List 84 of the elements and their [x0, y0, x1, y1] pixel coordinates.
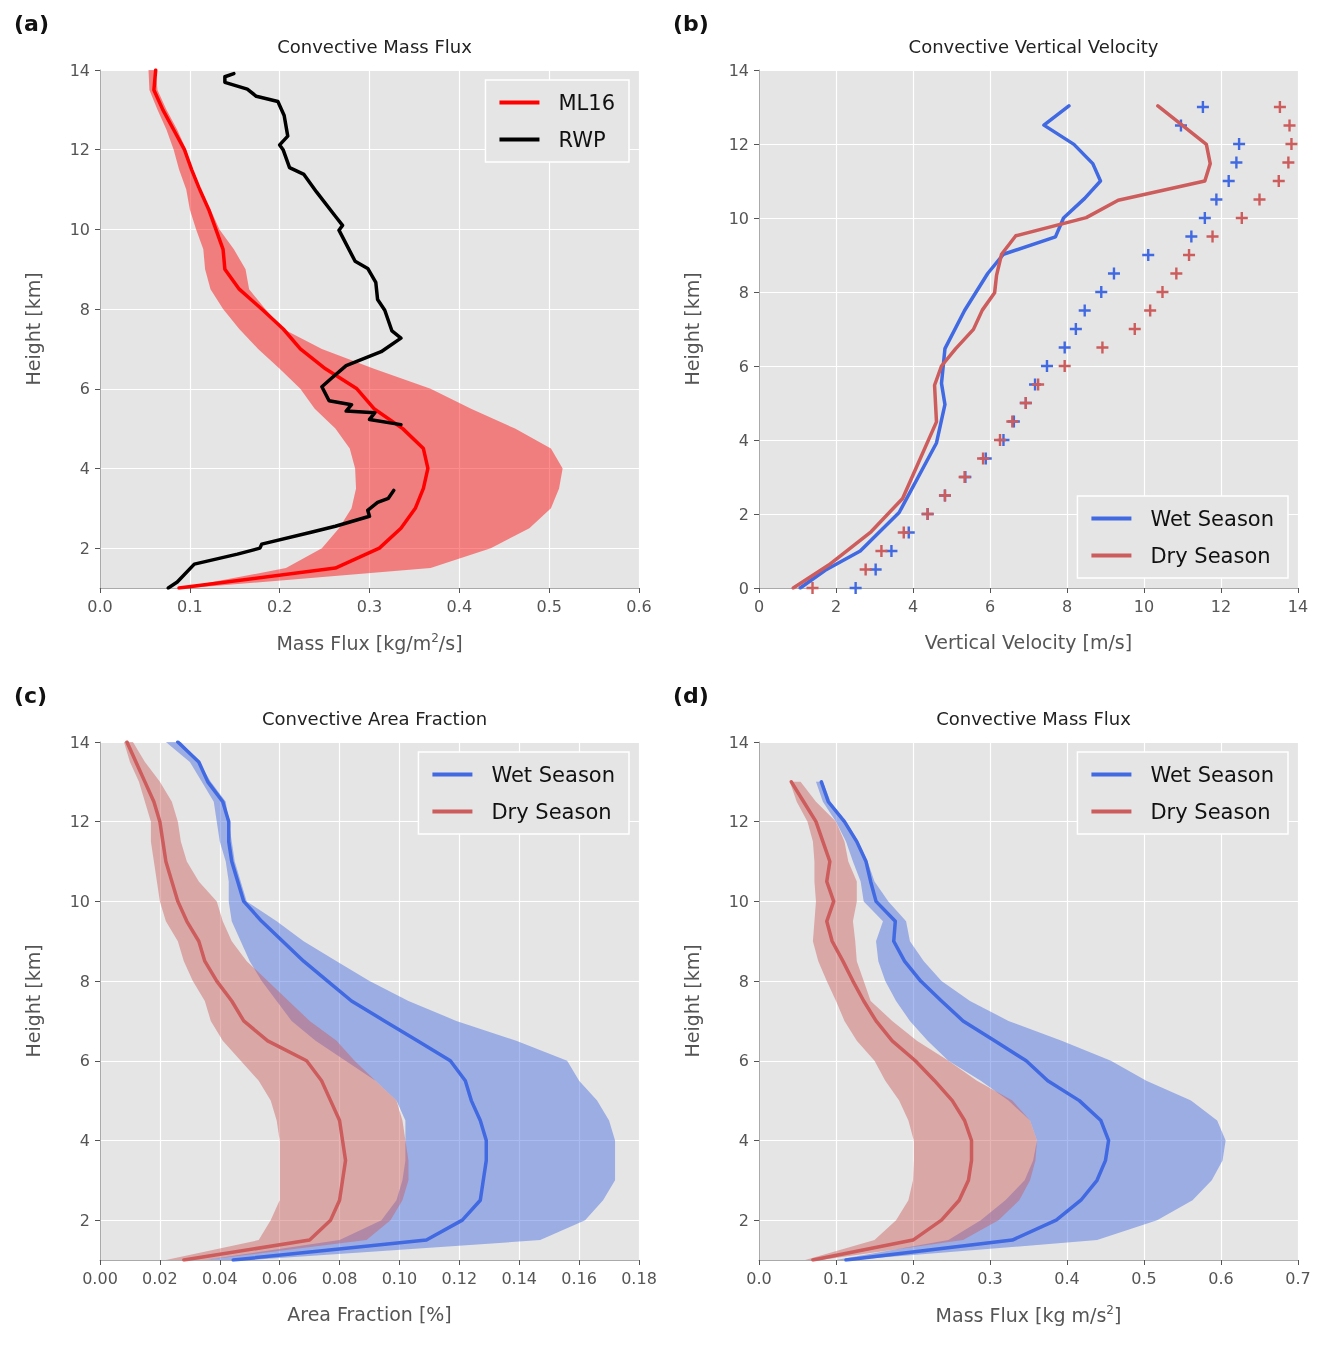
legend-label: Wet Season [1150, 762, 1275, 787]
text: (a) [14, 10, 49, 36]
x-tick-label: 0.18 [621, 1268, 657, 1288]
legend-label: RWP [558, 127, 606, 152]
y-tick-label: 4 [79, 1130, 90, 1150]
x-axis-title: Area Fraction [%] [287, 1302, 452, 1325]
y-axis-title: Height [km] [680, 944, 703, 1058]
x-tick-label: 0.6 [1208, 1268, 1234, 1288]
x-tick-label: 0.4 [1054, 1268, 1080, 1288]
y-tick-label: 8 [79, 299, 90, 319]
x-tick-label: 0.7 [1285, 1268, 1311, 1288]
x-tick-label: 0.5 [536, 596, 562, 616]
x-tick-label: 14 [1287, 596, 1309, 616]
x-tick-label: 8 [1061, 596, 1073, 616]
x-tick-label: 0.5 [1131, 1268, 1157, 1288]
y-tick-label: 6 [738, 356, 749, 376]
x-tick-label: 0.4 [446, 596, 473, 616]
x-tick-label: 0.02 [142, 1268, 178, 1288]
text: (d) [673, 682, 709, 708]
y-tick-label: 2 [738, 1210, 749, 1230]
chart-title: Convective Area Fraction [261, 707, 488, 729]
x-tick-label: 12 [1210, 596, 1232, 616]
y-tick-label: 8 [79, 971, 90, 991]
y-tick-label: 4 [738, 1130, 749, 1150]
y-tick-label: 10 [728, 208, 749, 228]
y-tick-label: 8 [738, 971, 749, 991]
text: (c) [14, 682, 48, 708]
x-tick-label: 0.16 [561, 1268, 597, 1288]
x-axis-title: Vertical Velocity [m/s] [924, 630, 1133, 653]
text: (b) [673, 10, 709, 36]
x-tick-label: 4 [907, 596, 919, 616]
y-tick-label: 4 [738, 430, 749, 450]
chart-title: Convective Mass Flux [936, 707, 1132, 729]
x-tick-label: 0.14 [501, 1268, 538, 1288]
x-tick-label: 0.10 [381, 1268, 418, 1288]
y-tick-label: 12 [728, 812, 749, 832]
chart-title: Convective Vertical Velocity [908, 35, 1159, 57]
y-tick-label: 10 [69, 219, 90, 239]
x-tick-label: 0.12 [441, 1268, 478, 1288]
x-tick-label: 2 [830, 596, 842, 616]
x-tick-label: 6 [984, 596, 996, 616]
x-tick-label: 0.0 [746, 1268, 772, 1288]
x-tick-label: 0.6 [626, 596, 652, 616]
y-tick-label: 10 [728, 891, 749, 911]
legend-label: ML16 [558, 90, 616, 115]
x-tick-label: 0.0 [87, 596, 113, 616]
x-tick-label: 0.3 [356, 596, 383, 616]
y-tick-label: 8 [738, 282, 749, 302]
y-tick-label: 6 [738, 1051, 749, 1071]
y-tick-label: 6 [79, 1051, 90, 1071]
x-tick-label: 0.06 [261, 1268, 298, 1288]
y-axis-title: Height [km] [21, 944, 44, 1058]
x-tick-label: 0.2 [900, 1268, 926, 1288]
y-axis-title: Height [km] [21, 272, 44, 386]
x-tick-label: 0 [753, 596, 765, 616]
x-tick-label: 0.00 [82, 1268, 118, 1288]
y-tick-label: 12 [69, 812, 90, 832]
y-tick-label: 12 [728, 134, 749, 154]
y-tick-label: 2 [79, 538, 90, 558]
y-tick-label: 4 [79, 458, 90, 478]
x-tick-label: 0.3 [977, 1268, 1003, 1288]
y-tick-label: 14 [69, 60, 90, 80]
y-tick-label: 6 [79, 379, 90, 399]
chart-title: Convective Mass Flux [277, 35, 473, 57]
legend-label: Dry Season [491, 799, 612, 824]
legend-label: Wet Season [491, 762, 616, 787]
x-tick-label: 0.08 [321, 1268, 358, 1288]
y-tick-label: 14 [728, 732, 749, 752]
y-tick-label: 2 [79, 1210, 90, 1230]
y-axis-title: Height [km] [680, 272, 703, 386]
legend-label: Dry Season [1150, 799, 1271, 824]
x-tick-label: 0.1 [823, 1268, 849, 1288]
x-tick-label: 0.2 [266, 596, 293, 616]
y-tick-label: 14 [728, 60, 749, 80]
y-tick-label: 12 [69, 140, 90, 160]
x-tick-label: 0.04 [201, 1268, 238, 1288]
y-tick-label: 0 [738, 578, 749, 598]
y-tick-label: 2 [738, 504, 749, 524]
x-tick-label: 0.1 [177, 596, 203, 616]
y-tick-label: 10 [69, 891, 90, 911]
legend-label: Wet Season [1150, 506, 1275, 531]
legend-label: Dry Season [1150, 543, 1271, 568]
x-tick-label: 10 [1133, 596, 1155, 616]
y-tick-label: 14 [69, 732, 90, 752]
